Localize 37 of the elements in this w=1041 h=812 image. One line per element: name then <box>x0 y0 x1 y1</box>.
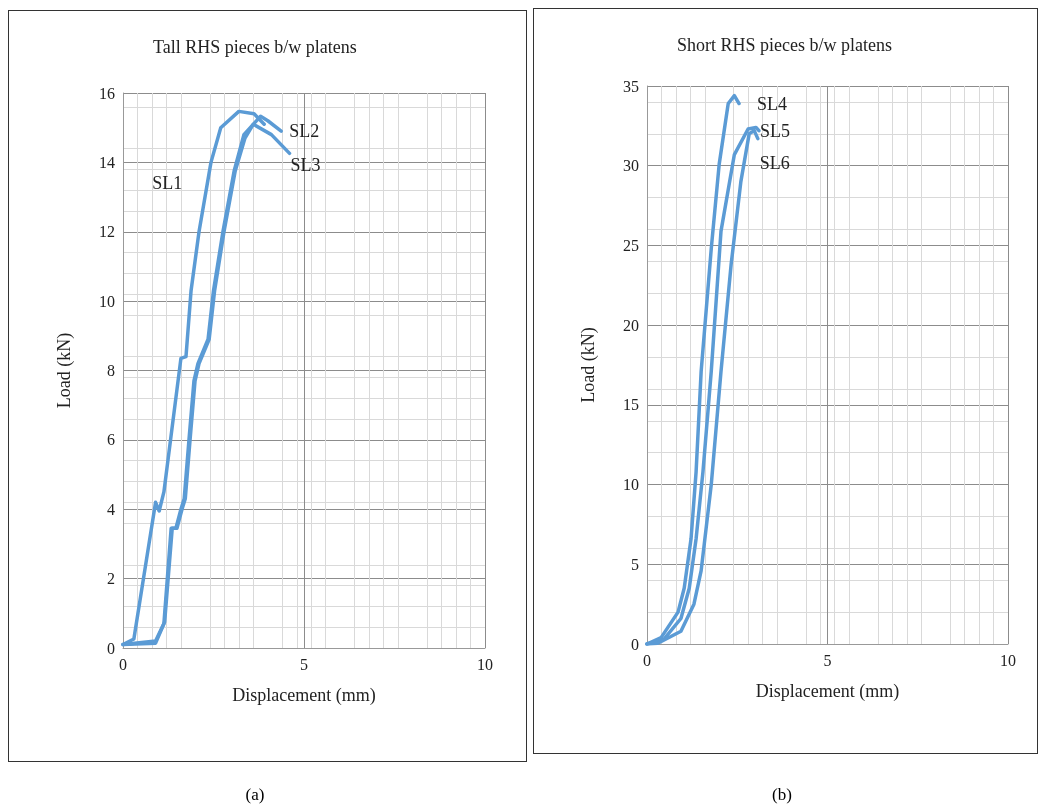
y-tick-label: 25 <box>623 236 639 254</box>
x-axis-title: Displacement (mm) <box>232 685 376 706</box>
chart-title: Short RHS pieces b/w platens <box>677 35 892 55</box>
series-label: SL1 <box>152 173 183 194</box>
y-tick-label: 20 <box>623 316 639 334</box>
x-axis-title: Displacement (mm) <box>755 681 900 702</box>
y-tick-label: 14 <box>99 153 115 171</box>
x-tick-label: 10 <box>477 655 493 673</box>
y-tick-label: 5 <box>631 555 639 573</box>
x-tick-label: 10 <box>1000 651 1016 669</box>
y-tick-label: 30 <box>623 157 639 175</box>
series-label: SL4 <box>757 93 788 114</box>
y-tick-label: 0 <box>107 639 115 657</box>
series-label: SL3 <box>290 155 321 176</box>
y-tick-label: 10 <box>623 476 639 494</box>
chart-title: Tall RHS pieces b/w platens <box>153 37 357 57</box>
text: (b) <box>771 785 793 805</box>
y-tick-label: 0 <box>631 635 639 653</box>
x-tick-label: 0 <box>643 651 651 669</box>
y-tick-label: 4 <box>107 500 115 518</box>
series-label: SL2 <box>289 121 320 142</box>
x-tick-label: 5 <box>300 655 308 673</box>
y-tick-label: 2 <box>107 570 115 588</box>
y-axis-title: Load (kN) <box>578 327 599 403</box>
y-tick-label: 16 <box>99 84 115 102</box>
y-tick-label: 8 <box>107 362 115 379</box>
y-tick-label: 15 <box>623 396 639 414</box>
y-tick-label: 6 <box>107 431 115 449</box>
x-tick-label: 0 <box>119 655 127 673</box>
y-tick-label: 12 <box>99 223 115 241</box>
y-axis-title: Load (kN) <box>54 332 75 409</box>
text: (a) <box>244 785 266 805</box>
series-label: SL6 <box>759 152 790 173</box>
y-tick-label: 35 <box>623 77 639 95</box>
series-label: SL5 <box>759 120 790 141</box>
x-tick-label: 5 <box>823 651 832 669</box>
y-tick-label: 10 <box>99 292 115 310</box>
